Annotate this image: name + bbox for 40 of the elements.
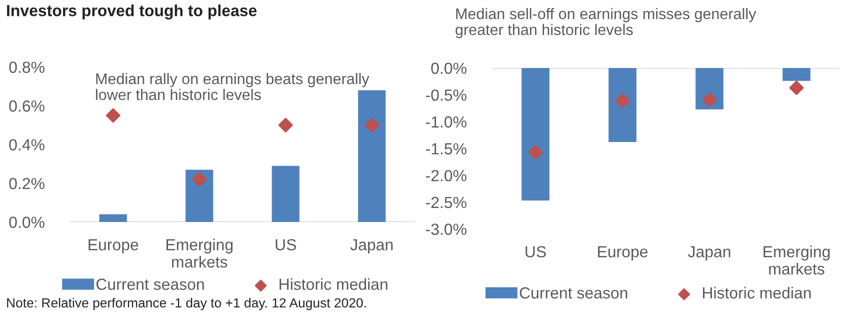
point	[789, 80, 804, 96]
y-tick-label: -3.0%	[426, 224, 466, 235]
x-tick-label: Emerging markets	[166, 238, 233, 268]
x-tick-label: Europe	[88, 239, 138, 254]
bar	[272, 166, 300, 222]
legend-label: Current season	[520, 287, 628, 299]
y-tick-label: 0.0%	[431, 62, 466, 74]
point	[528, 144, 543, 160]
point	[106, 108, 120, 123]
bar	[358, 90, 386, 222]
x-tick-label: Japan	[688, 246, 730, 261]
bar	[99, 214, 127, 222]
y-tick-label: -2.5%	[426, 196, 466, 208]
y-tick-label: 0.0%	[9, 216, 44, 228]
y-tick-label: -1.5%	[426, 143, 466, 154]
x-tick-label: Emerging markets	[764, 246, 830, 275]
point	[192, 172, 207, 187]
chart-title: Investors proved tough to please	[7, 4, 257, 20]
x-tick-label: US	[526, 246, 546, 258]
bar	[186, 170, 214, 222]
text: Median rally on earnings beats generally lower than historic levels	[96, 73, 370, 100]
legend-label: Current season	[96, 278, 204, 290]
y-tick-label: 0.4%	[9, 139, 44, 150]
x-tick-label: Europe	[598, 246, 648, 261]
x-tick-label: Japan	[350, 239, 393, 254]
point	[278, 118, 293, 132]
y-tick-label: 0.2%	[9, 178, 44, 190]
text: Note: Relative performance -1 day to +1 day. 12 August 2020.	[7, 298, 366, 310]
y-tick-label: -2.0%	[426, 170, 466, 182]
legend-label: Historic median	[702, 286, 811, 299]
point	[702, 92, 717, 107]
point	[615, 93, 630, 108]
x-tick-label: US	[276, 239, 296, 250]
y-tick-label: -0.5%	[426, 89, 466, 101]
y-tick-label: 0.8%	[9, 62, 44, 73]
chart-subtitle: Median sell-off on earnings misses generally greater than historic levels	[456, 8, 756, 38]
y-tick-label: -1.0%	[426, 116, 466, 128]
point	[364, 118, 380, 132]
legend-label: Historic median	[280, 278, 388, 290]
y-tick-label: 0.6%	[9, 100, 44, 112]
